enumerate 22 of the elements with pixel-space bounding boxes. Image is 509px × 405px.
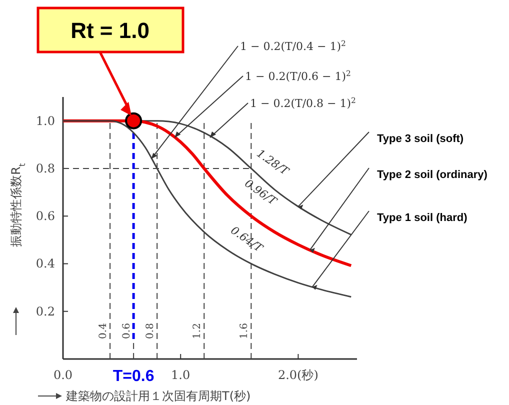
y-tick-label: 1.0 bbox=[36, 114, 55, 128]
text: Type 1 soil (hard) bbox=[377, 212, 468, 224]
text: Rt = 1.0 bbox=[70, 18, 150, 43]
ref-line-label: T=0.6 bbox=[112, 368, 154, 385]
x-tick-label: 0.0 bbox=[53, 368, 73, 382]
y-tick-label: 0.2 bbox=[36, 304, 55, 318]
ref-line-label: 1.2 bbox=[192, 323, 204, 339]
annotation: 1 − 0.2(T/0.4 − 1)$^{2}$ bbox=[240, 38, 346, 53]
y-tick-label: 0.6 bbox=[36, 209, 55, 224]
ref-line-label: 0.8 bbox=[145, 323, 156, 339]
ref-line-label: 1.6 bbox=[239, 323, 250, 339]
x-tick-label: 2.0(秒) bbox=[278, 368, 318, 382]
y-tick-label: 0.8 bbox=[36, 161, 55, 176]
x-tick-label: 1.0 bbox=[171, 368, 190, 382]
annotation: 1 − 0.2(T/0.8 − 1)$^{2}$ bbox=[250, 96, 356, 110]
text: Type 2 soil (ordinary) bbox=[377, 169, 488, 181]
annotation: 1 − 0.2(T/0.6 − 1)$^{2}$ bbox=[245, 68, 352, 83]
text: Type 3 soil (soft) bbox=[377, 133, 464, 145]
ref-line-label: 0.4 bbox=[98, 323, 110, 339]
y-tick-label: 0.4 bbox=[36, 256, 56, 271]
x-axis-title: 建築物の設計用１次固有周期T(秒) bbox=[65, 389, 251, 403]
ref-line-label: 0.6 bbox=[122, 323, 133, 339]
